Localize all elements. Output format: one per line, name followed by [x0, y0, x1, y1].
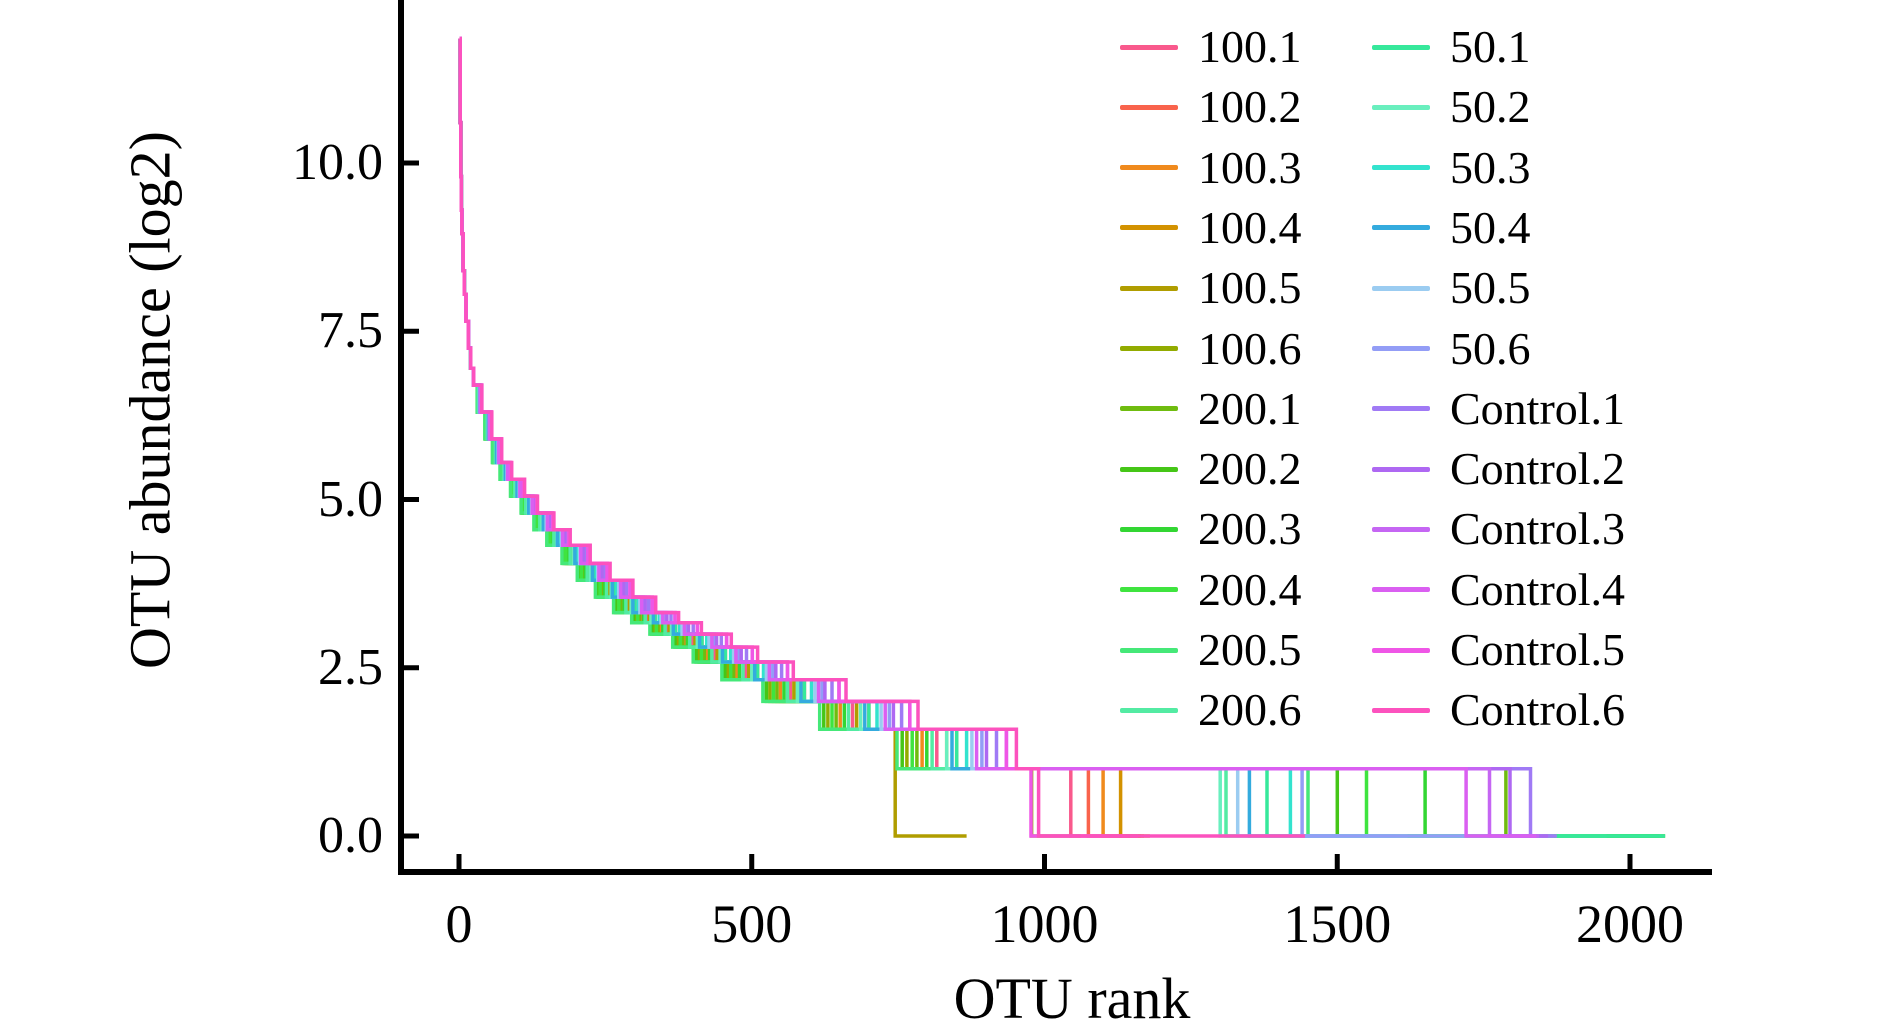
legend-label: 50.4	[1450, 201, 1531, 253]
x-tick-label: 500	[711, 894, 793, 954]
legend-label: 100.2	[1198, 81, 1302, 133]
legend-item-200.4: 200.4	[1120, 560, 1302, 620]
legend-label: Control.5	[1450, 624, 1626, 675]
legend-item-50.1: 50.1	[1372, 17, 1531, 77]
series-line-100.3	[458, 36, 1144, 838]
x-tick-label: 1500	[1283, 894, 1392, 954]
legend-item-Control.6: Control.6	[1372, 680, 1625, 740]
legend-swatch-100.4	[1120, 225, 1178, 231]
legend-swatch-200.5	[1120, 647, 1178, 653]
legend-item-50.6: 50.6	[1372, 319, 1531, 379]
legend-label: 100.1	[1198, 21, 1302, 72]
legend-swatch-100.6	[1120, 346, 1178, 351]
legend-swatch-50.5	[1372, 285, 1430, 291]
legend-swatch-100.1	[1120, 44, 1178, 50]
legend-item-200.1: 200.1	[1120, 379, 1302, 439]
series-line-Control.6	[458, 36, 1305, 838]
legend-label: 200.6	[1198, 684, 1302, 736]
legend-item-100.1: 100.1	[1120, 17, 1302, 77]
legend-label: 50.2	[1450, 81, 1531, 133]
legend-label: 50.6	[1450, 322, 1531, 374]
legend-label: Control.3	[1450, 503, 1626, 555]
legend-label: 50.5	[1450, 262, 1531, 314]
legend-label: Control.4	[1450, 563, 1626, 615]
legend-swatch-50.2	[1372, 104, 1430, 110]
legend-label: 200.1	[1198, 382, 1302, 434]
y-tick-label: 7.5	[318, 302, 383, 360]
legend-item-50.4: 50.4	[1372, 198, 1531, 258]
legend-swatch-Control.5	[1372, 647, 1430, 653]
legend-swatch-100.3	[1120, 165, 1178, 171]
legend-label: 100.3	[1198, 141, 1302, 193]
legend-swatch-Control.4	[1372, 587, 1430, 593]
legend-swatch-50.3	[1372, 165, 1430, 171]
y-tick-label: 10.0	[292, 134, 383, 191]
legend-swatch-200.1	[1120, 406, 1178, 412]
y-tick-label: 5.0	[318, 470, 383, 528]
legend-item-Control.2: Control.2	[1372, 439, 1625, 499]
legend-item-50.3: 50.3	[1372, 138, 1531, 198]
legend-item-100.2: 100.2	[1120, 77, 1302, 137]
legend-swatch-200.6	[1120, 707, 1178, 713]
series-lines	[458, 36, 1666, 838]
legend-swatch-50.1	[1372, 44, 1430, 50]
legend-swatch-50.6	[1372, 346, 1430, 351]
y-tick-label: 2.5	[318, 638, 383, 696]
series-line-Control.5	[458, 36, 1139, 838]
legend-item-200.3: 200.3	[1120, 499, 1302, 559]
legend-label: 100.5	[1198, 262, 1302, 314]
legend-swatch-200.3	[1120, 526, 1178, 532]
legend-item-100.4: 100.4	[1120, 198, 1302, 258]
legend-item-200.6: 200.6	[1120, 680, 1302, 740]
legend-item-100.6: 100.6	[1120, 319, 1302, 379]
series-line-100.6	[458, 36, 1081, 838]
series-line-100.2	[458, 36, 1133, 838]
legend-item-100.5: 100.5	[1120, 258, 1302, 318]
legend-label: 200.2	[1198, 443, 1302, 495]
x-tick-label: 1000	[990, 894, 1099, 954]
legend-label: 50.1	[1450, 21, 1531, 72]
legend-swatch-Control.6	[1372, 707, 1430, 713]
series-line-100.4	[458, 36, 1150, 838]
legend-label: 200.4	[1198, 563, 1302, 615]
legend-label: Control.1	[1450, 382, 1626, 434]
legend-swatch-Control.1	[1372, 406, 1430, 412]
legend-swatch-100.5	[1120, 285, 1178, 291]
legend-swatch-200.4	[1120, 587, 1178, 593]
legend-item-Control.4: Control.4	[1372, 560, 1625, 620]
legend-label: 100.6	[1198, 322, 1302, 374]
legend-swatch-Control.3	[1372, 526, 1430, 532]
legend-swatch-Control.2	[1372, 466, 1430, 472]
legend-label: 50.3	[1450, 141, 1531, 193]
legend-label: 200.3	[1198, 503, 1302, 555]
legend-item-50.2: 50.2	[1372, 77, 1531, 137]
series-line-100.1	[458, 36, 1142, 838]
legend-item-Control.5: Control.5	[1372, 620, 1625, 680]
legend-swatch-100.2	[1120, 104, 1178, 110]
legend-swatch-200.2	[1120, 466, 1178, 472]
legend-item-200.5: 200.5	[1120, 620, 1302, 680]
x-tick-label: 0	[445, 894, 473, 954]
legend-label: Control.2	[1450, 443, 1626, 495]
legend-item-200.2: 200.2	[1120, 439, 1302, 499]
legend-item-Control.1: Control.1	[1372, 379, 1625, 439]
legend-item-Control.3: Control.3	[1372, 499, 1625, 559]
legend-item-100.3: 100.3	[1120, 138, 1302, 198]
y-tick-label: 0.0	[318, 807, 383, 864]
legend-label: 200.5	[1198, 624, 1302, 675]
legend-item-50.5: 50.5	[1372, 258, 1531, 318]
axes	[398, 0, 1712, 875]
legend-swatch-50.4	[1372, 225, 1430, 231]
legend-label: Control.6	[1450, 684, 1626, 736]
x-tick-label: 2000	[1576, 894, 1684, 954]
y-axis-title: OTU abundance (log2)	[117, 131, 183, 669]
legend-label: 100.4	[1198, 201, 1302, 253]
x-axis-title: OTU rank	[953, 966, 1191, 1031]
